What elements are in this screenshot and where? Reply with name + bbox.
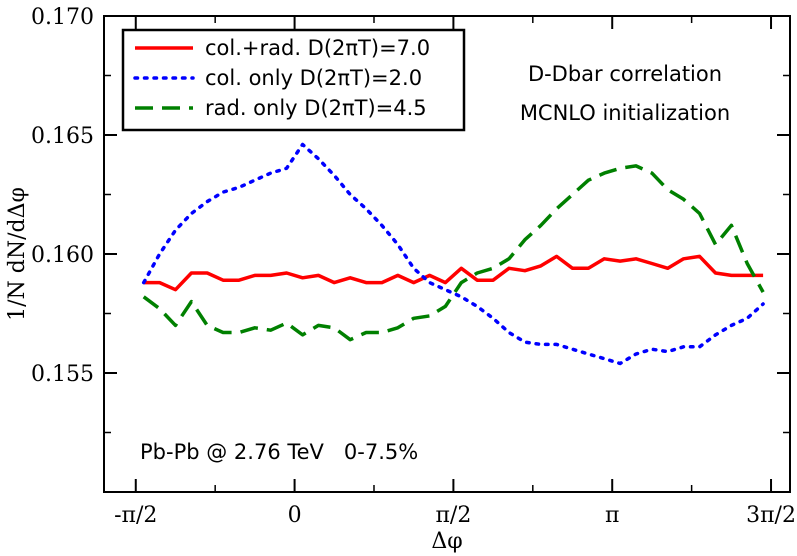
x-tick-label-2: π/2 bbox=[435, 503, 471, 528]
y-tick-label-0: 0.155 bbox=[31, 362, 94, 387]
x-tick-label-3: π bbox=[605, 503, 619, 528]
series-group bbox=[141, 142, 765, 366]
legend: col.+rad. D(2πT)=7.0 col. only D(2πT)=2.0… bbox=[121, 28, 466, 132]
annotation-initialization: MCNLO initialization bbox=[520, 101, 730, 125]
x-tick-label-4: 3π/2 bbox=[746, 503, 796, 528]
series-line-2 bbox=[142, 164, 765, 342]
y-tick-label-1: 0.160 bbox=[31, 243, 94, 268]
y-tick-label-2: 0.165 bbox=[31, 124, 94, 149]
legend-label-0: col.+rad. D(2πT)=7.0 bbox=[205, 36, 430, 60]
axes-group: 0.155 0.160 0.165 0.170 -π/2 0 π/2 π 3π/2 Δφ 1/N d… bbox=[5, 5, 796, 554]
series-line-0 bbox=[143, 254, 764, 292]
legend-label-2: rad. only D(2πT)=4.5 bbox=[205, 96, 427, 120]
x-axis-title: Δφ bbox=[431, 529, 462, 554]
annotation-correlation: D-Dbar correlation bbox=[528, 62, 722, 86]
x-tick-label-0: -π/2 bbox=[114, 503, 157, 528]
x-tick-label-1: 0 bbox=[288, 503, 302, 528]
y-tick-label-3: 0.170 bbox=[31, 5, 94, 30]
series-line-1 bbox=[141, 142, 765, 366]
annotation-system: Pb-Pb @ 2.76 TeV 0-7.5% bbox=[140, 440, 418, 464]
legend-label-1: col. only D(2πT)=2.0 bbox=[205, 66, 422, 90]
y-axis-title: 1/N dN/dΔφ bbox=[5, 187, 30, 321]
